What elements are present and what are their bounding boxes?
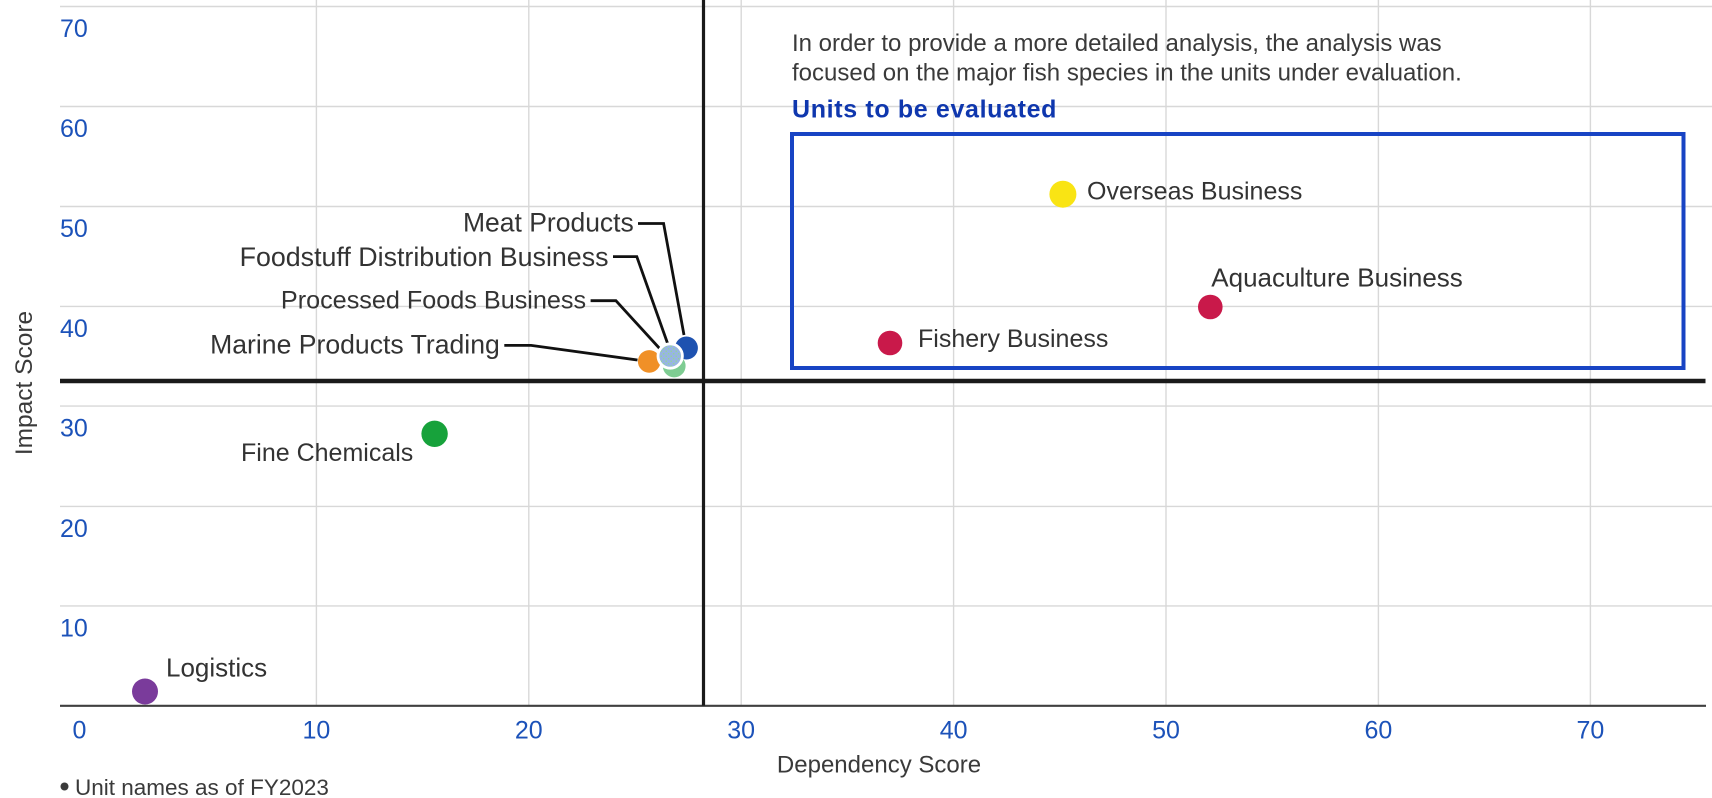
svg-text:70: 70 bbox=[60, 15, 88, 43]
svg-text:Unit names as of FY2023: Unit names as of FY2023 bbox=[75, 775, 329, 798]
svg-text:30: 30 bbox=[60, 415, 88, 443]
svg-text:60: 60 bbox=[60, 115, 88, 143]
svg-text:Logistics: Logistics bbox=[166, 653, 267, 683]
svg-text:Fishery Business: Fishery Business bbox=[918, 325, 1108, 353]
svg-text:40: 40 bbox=[60, 315, 88, 343]
svg-text:focused on the major fish spec: focused on the major fish species in the… bbox=[792, 60, 1462, 87]
svg-text:Meat Products: Meat Products bbox=[463, 207, 634, 237]
svg-text:50: 50 bbox=[60, 215, 88, 243]
svg-text:Fine Chemicals: Fine Chemicals bbox=[241, 439, 413, 467]
svg-text:In order to provide a more det: In order to provide a more detailed anal… bbox=[792, 30, 1442, 57]
svg-text:50: 50 bbox=[1152, 717, 1180, 745]
svg-text:Foodstuff Distribution Busines: Foodstuff Distribution Business bbox=[240, 242, 609, 272]
svg-text:10: 10 bbox=[302, 717, 330, 745]
svg-text:20: 20 bbox=[60, 515, 88, 543]
svg-text:20: 20 bbox=[515, 717, 543, 745]
svg-text:10: 10 bbox=[60, 614, 88, 642]
svg-text:Marine Products Trading: Marine Products Trading bbox=[210, 329, 500, 359]
svg-text:Overseas Business: Overseas Business bbox=[1087, 178, 1302, 206]
svg-text:Dependency Score: Dependency Score bbox=[777, 752, 981, 779]
svg-text:Processed Foods Business: Processed Foods Business bbox=[281, 287, 586, 315]
svg-text:Impact Score: Impact Score bbox=[11, 311, 38, 455]
svg-text:70: 70 bbox=[1576, 717, 1604, 745]
svg-text:30: 30 bbox=[727, 717, 755, 745]
svg-text:Units to be evaluated: Units to be evaluated bbox=[792, 96, 1057, 124]
svg-text:40: 40 bbox=[940, 717, 968, 745]
svg-text:Aquaculture Business: Aquaculture Business bbox=[1211, 263, 1462, 293]
svg-text:60: 60 bbox=[1364, 717, 1392, 745]
svg-text:0: 0 bbox=[73, 717, 87, 745]
